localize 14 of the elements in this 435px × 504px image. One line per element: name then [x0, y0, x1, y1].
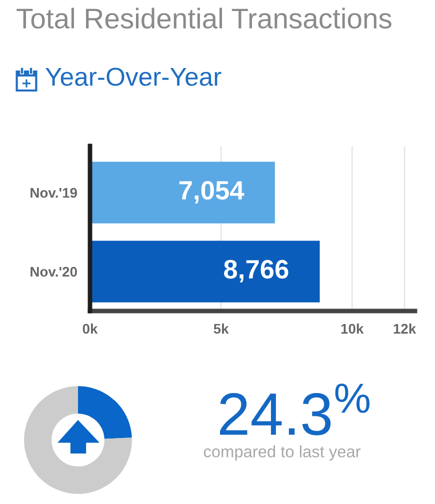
text: 24.3$^{%}$: [220, 384, 370, 436]
text: compared to last year: [204, 445, 361, 461]
x-tick-label: 10k: [341, 324, 364, 334]
x-tick-label: 5k: [214, 324, 229, 334]
data-label: 7,054: [179, 180, 244, 204]
data-label: 8,766: [224, 260, 288, 282]
y-tick-label: Nov.'20: [30, 266, 77, 277]
y-tick-label: Nov.'19: [30, 188, 77, 198]
x-tick-label: 12k: [394, 324, 416, 334]
donut-slice: [78, 386, 132, 439]
donut-slice: [24, 386, 132, 494]
x-tick-label: 0k: [82, 324, 98, 334]
chart-title: Total Residential Transactions: [16, 8, 392, 29]
chart-subtitle: Year-Over-Year: [46, 68, 222, 86]
